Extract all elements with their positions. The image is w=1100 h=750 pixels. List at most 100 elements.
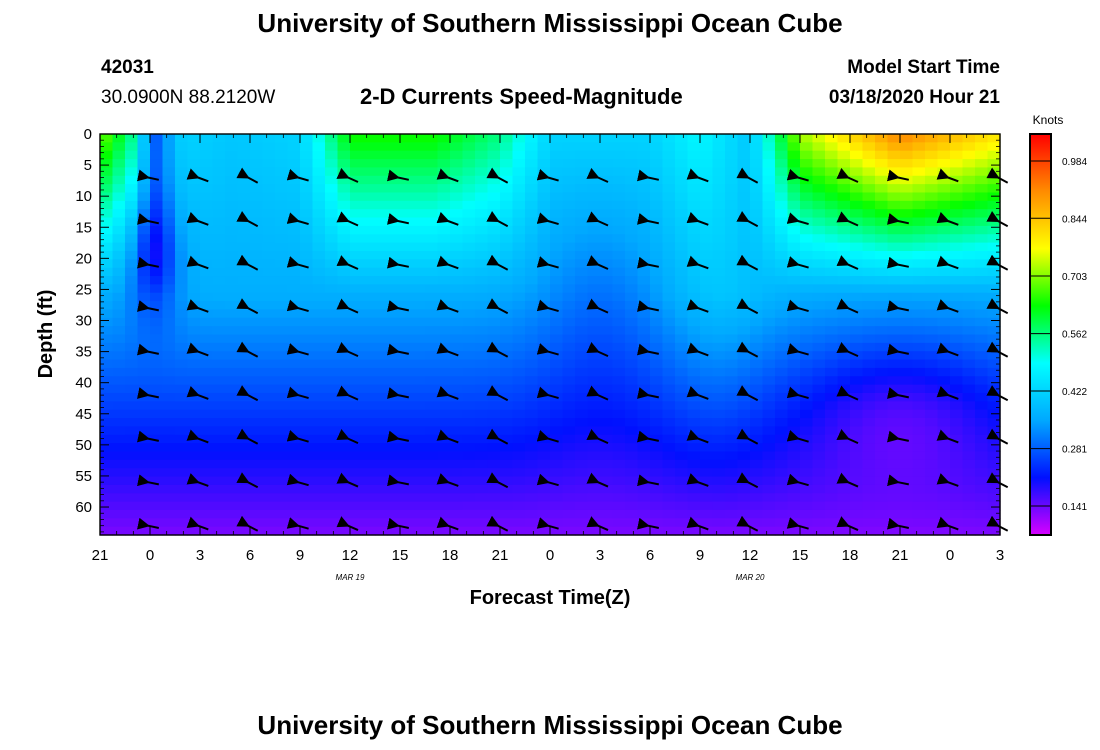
heatmap-cell: [675, 243, 688, 252]
heatmap-cell: [963, 468, 976, 477]
heatmap-cell: [325, 151, 338, 160]
heatmap-cell: [750, 468, 763, 477]
heatmap-cell: [525, 335, 538, 344]
heatmap-cell: [688, 226, 701, 235]
heatmap-cell: [438, 468, 451, 477]
heatmap-cell: [975, 218, 988, 227]
heatmap-cell: [425, 351, 438, 360]
heatmap-cell: [700, 142, 713, 151]
heatmap-cell: [163, 477, 176, 486]
heatmap-cell: [638, 192, 651, 201]
heatmap-cell: [175, 218, 188, 227]
heatmap-cell: [963, 134, 976, 143]
heatmap-cell: [613, 167, 626, 176]
heatmap-cell: [825, 192, 838, 201]
heatmap-cell: [238, 376, 251, 385]
x-tick-label: 9: [696, 547, 704, 564]
heatmap-cell: [713, 435, 726, 444]
x-tick-label: 9: [296, 547, 304, 564]
heatmap-cell: [688, 243, 701, 252]
heatmap-cell: [363, 443, 376, 452]
heatmap-cell: [963, 527, 976, 536]
heatmap-cell: [925, 151, 938, 160]
heatmap-cell: [875, 451, 888, 460]
heatmap-cell: [538, 201, 551, 210]
heatmap-cell: [550, 226, 563, 235]
heatmap-cell: [475, 335, 488, 344]
heatmap-cell: [525, 293, 538, 302]
heatmap-cell: [113, 451, 126, 460]
heatmap-cell: [350, 209, 363, 218]
heatmap-cell: [363, 335, 376, 344]
heatmap-cell: [200, 134, 213, 143]
heatmap-cell: [713, 460, 726, 469]
heatmap-cell: [463, 393, 476, 402]
heatmap-cell: [613, 376, 626, 385]
heatmap-cell: [438, 226, 451, 235]
heatmap-cell: [400, 167, 413, 176]
heatmap-cell: [863, 477, 876, 486]
heatmap-cell: [125, 502, 138, 511]
heatmap-cell: [138, 385, 151, 394]
heatmap-cell: [613, 451, 626, 460]
heatmap-cell: [163, 167, 176, 176]
heatmap-cell: [463, 318, 476, 327]
heatmap-cell: [200, 293, 213, 302]
heatmap-cell: [250, 443, 263, 452]
heatmap-cell: [425, 243, 438, 252]
heatmap-cell: [288, 335, 301, 344]
heatmap-cell: [388, 192, 401, 201]
heatmap-cell: [613, 243, 626, 252]
heatmap-cell: [975, 343, 988, 352]
heatmap-cell: [550, 142, 563, 151]
heatmap-cell: [113, 309, 126, 318]
heatmap-cell: [250, 151, 263, 160]
heatmap-cell: [525, 527, 538, 536]
heatmap-cell: [463, 493, 476, 502]
heatmap-cell: [175, 502, 188, 511]
heatmap-cell: [613, 460, 626, 469]
heatmap-cell: [563, 477, 576, 486]
heatmap-cell: [975, 209, 988, 218]
heatmap-cell: [363, 393, 376, 402]
heatmap-cell: [150, 209, 163, 218]
heatmap-cell: [675, 477, 688, 486]
heatmap-cell: [863, 209, 876, 218]
heatmap-cell: [888, 159, 901, 168]
heatmap-cell: [750, 134, 763, 143]
heatmap-cell: [113, 518, 126, 527]
heatmap-cell: [813, 243, 826, 252]
heatmap-cell: [813, 159, 826, 168]
heatmap-cell: [188, 201, 201, 210]
heatmap-cell: [363, 351, 376, 360]
heatmap-cell: [850, 234, 863, 243]
heatmap-cell: [175, 335, 188, 344]
heatmap-cell: [300, 468, 313, 477]
heatmap-cell: [150, 426, 163, 435]
heatmap-cell: [825, 159, 838, 168]
heatmap-cell: [963, 151, 976, 160]
heatmap-cell: [463, 510, 476, 519]
heatmap-cell: [213, 176, 226, 185]
heatmap-cell: [813, 493, 826, 502]
heatmap-cell: [600, 234, 613, 243]
heatmap-cell: [650, 343, 663, 352]
heatmap-cell: [450, 426, 463, 435]
heatmap-cell: [913, 401, 926, 410]
heatmap-cell: [825, 151, 838, 160]
heatmap-cell: [588, 451, 601, 460]
heatmap-cell: [450, 418, 463, 427]
heatmap-cell: [925, 192, 938, 201]
heatmap-cell: [688, 293, 701, 302]
heatmap-cell: [850, 410, 863, 419]
heatmap-cell: [725, 351, 738, 360]
heatmap-cell: [813, 443, 826, 452]
heatmap-cell: [400, 151, 413, 160]
heatmap-cell: [563, 393, 576, 402]
heatmap-cell: [250, 418, 263, 427]
heatmap-cell: [500, 243, 513, 252]
heatmap-cell: [763, 443, 776, 452]
heatmap-cell: [438, 243, 451, 252]
heatmap-cell: [213, 184, 226, 193]
heatmap-cell: [888, 234, 901, 243]
